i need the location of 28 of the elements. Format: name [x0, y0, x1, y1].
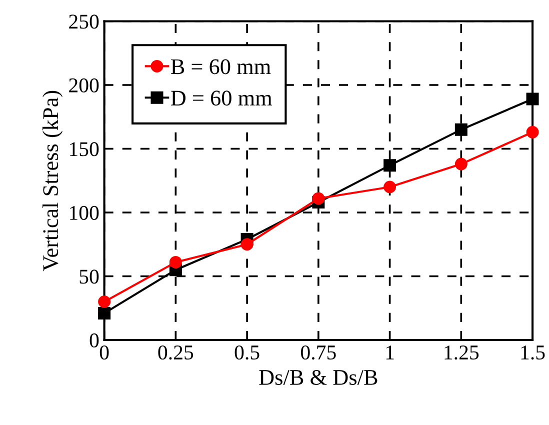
y-tick-label: 0: [90, 333, 99, 348]
point: [312, 192, 325, 205]
point: [526, 92, 539, 106]
point: [98, 296, 111, 308]
point: [526, 126, 539, 138]
y-tick-label: 150: [70, 142, 99, 156]
point: [454, 123, 468, 136]
point: [240, 238, 254, 251]
x-tick-label: 0.75: [300, 345, 336, 360]
point: [384, 159, 396, 172]
point: [454, 158, 468, 170]
x-tick-label: 1.25: [444, 346, 479, 360]
point: [384, 180, 396, 194]
y-tick-label: 200: [69, 78, 99, 92]
y-tick-label: 250: [69, 14, 99, 29]
legend-label: D = 60 mm: [170, 90, 272, 106]
y-axis-title: Vertical Stress (kPa): [42, 90, 63, 272]
x-tick-label: 0: [100, 345, 109, 360]
legend-label: B = 60 mm: [170, 59, 271, 74]
point: [98, 306, 111, 320]
y-tick-label: 50: [80, 270, 99, 284]
x-tick-label: 1: [386, 346, 394, 360]
y-tick-label: 100: [70, 206, 99, 220]
x-tick-label: 1.5: [521, 346, 545, 360]
x-tick-label: 0.25: [158, 345, 194, 360]
x-tick-label: 0.5: [234, 345, 260, 360]
point: [169, 256, 182, 268]
x-axis-title: Ds/B & Ds/B: [259, 370, 378, 385]
